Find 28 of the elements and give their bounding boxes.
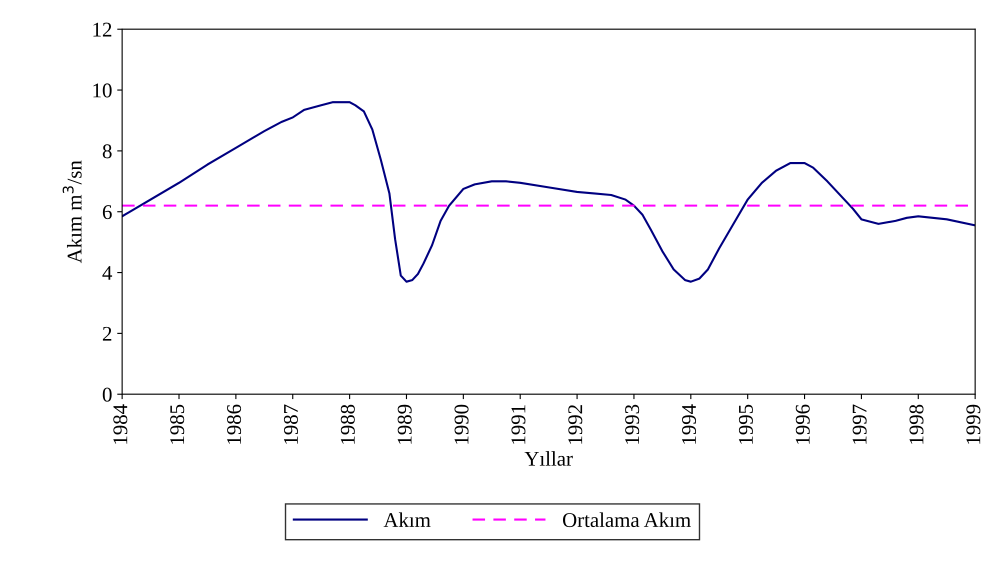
x-tick-label: 1990: [454, 404, 469, 444]
y-tick-label: 2: [102, 326, 112, 341]
legend-label: Ortalama Akım: [562, 512, 691, 528]
x-tick-label: 1989: [398, 404, 412, 444]
y-tick-label: 8: [102, 144, 112, 158]
y-axis-title: Akım m$^{3}$/sn: [62, 160, 82, 264]
x-tick-label: 1988: [340, 404, 355, 444]
x-tick-label: 1985: [170, 404, 184, 444]
y-tick-label: 12: [93, 22, 112, 36]
y-tick-label: 4: [102, 266, 112, 280]
x-axis-title: Yıllar: [524, 451, 573, 466]
x-tick-label: 1992: [568, 405, 582, 444]
line-series: [122, 101, 976, 283]
x-tick-label: 1999: [966, 404, 980, 444]
x-tick-label: 1997: [852, 404, 867, 444]
x-tick-label: 1987: [284, 404, 298, 444]
legend-label: Akım: [384, 512, 431, 527]
x-tick-label: 1991: [511, 405, 526, 444]
y-tick-label: 0: [102, 388, 112, 402]
x-tick-label: 1993: [625, 404, 640, 444]
y-tick-label: 6: [102, 205, 112, 220]
x-tick-label: 1998: [909, 404, 924, 444]
x-tick-label: 1996: [796, 404, 810, 444]
x-tick-label: 1986: [227, 404, 242, 444]
y-tick-label: 10: [93, 83, 112, 98]
x-tick-label: 1995: [738, 404, 753, 444]
x-tick-label: 1984: [113, 404, 128, 444]
x-tick-label: 1994: [682, 404, 696, 444]
